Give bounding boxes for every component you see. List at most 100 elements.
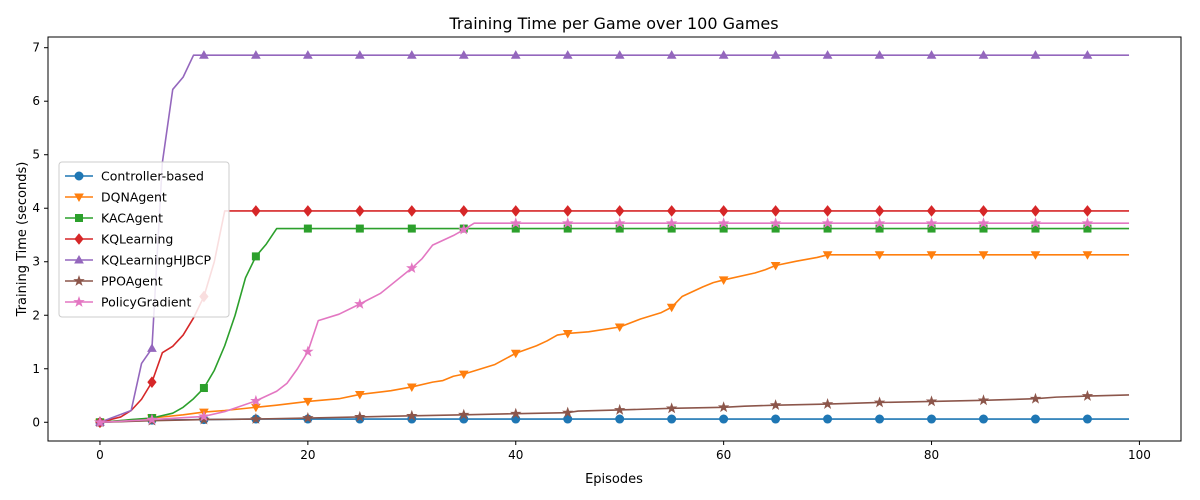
data-point-policygradient xyxy=(821,217,834,229)
legend-item-controller-based: Controller-based xyxy=(65,169,204,184)
legend-item-kacagent: KACAgent xyxy=(65,211,163,226)
data-point-ppoagent xyxy=(613,403,626,415)
data-point-kqlearning xyxy=(407,205,417,217)
series-line-dqnagent xyxy=(99,253,1130,424)
legend-item-policygradient: PolicyGradient xyxy=(65,295,191,310)
data-point-kqlearning xyxy=(615,205,625,217)
data-point-kqlearning xyxy=(978,205,989,217)
y-tick-label: 6 xyxy=(32,94,40,108)
data-point-dqnagent xyxy=(1082,251,1093,260)
data-point-dqnagent xyxy=(874,251,885,260)
data-point-controller-based xyxy=(615,414,625,424)
data-point-dqnagent xyxy=(510,349,521,359)
data-point-ppoagent xyxy=(1081,390,1094,401)
data-point-controller-based xyxy=(1030,414,1040,424)
data-point-kqlearninghjbcp xyxy=(458,50,469,59)
legend-marker xyxy=(73,295,85,307)
data-point-dqnagent xyxy=(251,403,261,413)
x-tick-label: 40 xyxy=(508,448,523,462)
data-point-kqlearninghjbcp xyxy=(822,50,833,59)
data-point-ppoagent xyxy=(717,401,730,413)
data-point-policygradient xyxy=(613,217,626,229)
data-point-policygradient xyxy=(1081,217,1094,229)
data-point-kacagent xyxy=(303,224,312,233)
data-point-controller-based xyxy=(823,414,833,424)
data-point-kqlearning xyxy=(563,205,573,217)
data-point-ppoagent xyxy=(458,408,470,420)
legend-label: DQNAgent xyxy=(101,190,167,205)
data-point-kqlearning xyxy=(511,205,521,217)
x-tick-label: 0 xyxy=(96,448,104,462)
legend-marker xyxy=(74,254,84,264)
data-point-ppoagent xyxy=(925,395,938,407)
data-point-ppoagent xyxy=(873,396,886,408)
data-point-dqnagent xyxy=(926,251,937,260)
x-tick-label: 80 xyxy=(924,448,939,462)
legend-item-kqlearning: KQLearning xyxy=(65,232,173,247)
legend-marker xyxy=(74,193,84,203)
data-point-policygradient xyxy=(769,217,782,229)
legend-item-kqlearninghjbcp: KQLearningHJBCP xyxy=(65,253,211,268)
data-point-kqlearning xyxy=(667,205,677,217)
x-axis-label: Episodes xyxy=(585,472,643,487)
data-point-ppoagent xyxy=(562,406,574,418)
data-point-ppoagent xyxy=(354,410,366,422)
data-point-kqlearninghjbcp xyxy=(147,343,157,352)
data-point-kacagent xyxy=(251,252,260,261)
data-point-controller-based xyxy=(563,414,573,424)
data-point-controller-based xyxy=(979,414,989,424)
series-kqlearning xyxy=(95,205,1130,429)
data-point-controller-based xyxy=(1082,414,1092,424)
series-line-ppoagent xyxy=(99,394,1130,424)
legend-marker xyxy=(74,233,84,245)
series-ppoagent xyxy=(94,390,1130,428)
data-point-controller-based xyxy=(875,414,885,424)
data-point-kqlearning xyxy=(926,205,937,217)
legend: Controller-based DQNAgent KACAgent KQLearni… xyxy=(58,161,230,318)
data-point-policygradient xyxy=(977,217,990,229)
data-point-kqlearning xyxy=(874,205,885,217)
data-point-kqlearninghjbcp xyxy=(199,50,209,59)
data-point-kqlearninghjbcp xyxy=(562,50,573,59)
y-tick-label: 7 xyxy=(32,41,40,55)
data-point-dqnagent xyxy=(614,323,625,333)
data-point-ppoagent xyxy=(510,407,522,419)
data-point-ppoagent xyxy=(302,411,314,423)
data-point-dqnagent xyxy=(406,383,417,392)
chart-title: Training Time per Game over 100 Games xyxy=(448,14,778,33)
data-point-controller-based xyxy=(667,414,677,424)
data-point-policygradient xyxy=(1029,217,1042,229)
data-point-kqlearninghjbcp xyxy=(1030,50,1041,59)
data-point-dqnagent xyxy=(822,251,833,260)
data-point-dqnagent xyxy=(718,276,729,285)
y-tick-label: 5 xyxy=(32,148,40,162)
series-policygradient xyxy=(94,217,1130,428)
data-point-kqlearninghjbcp xyxy=(251,50,261,59)
data-point-kqlearninghjbcp xyxy=(354,50,365,59)
data-point-policygradient xyxy=(510,217,522,229)
legend-label: PPOAgent xyxy=(101,274,163,289)
data-point-kqlearninghjbcp xyxy=(770,50,781,59)
data-point-policygradient xyxy=(873,217,886,229)
data-point-dqnagent xyxy=(1030,251,1041,260)
data-point-policygradient xyxy=(250,394,262,406)
data-point-controller-based xyxy=(771,414,781,424)
plot-frame xyxy=(47,36,1182,442)
y-axis-label: Training Time (seconds) xyxy=(15,162,30,318)
data-point-kqlearninghjbcp xyxy=(926,50,937,59)
data-point-kqlearning xyxy=(355,205,365,217)
data-point-dqnagent xyxy=(770,261,781,271)
data-point-kqlearninghjbcp xyxy=(510,50,521,59)
data-point-kqlearning xyxy=(459,205,469,217)
data-point-dqnagent xyxy=(303,397,313,407)
data-point-kacagent xyxy=(407,224,416,233)
data-point-policygradient xyxy=(562,217,574,229)
legend-item-dqnagent: DQNAgent xyxy=(65,190,167,205)
data-point-ppoagent xyxy=(665,402,678,414)
data-point-controller-based xyxy=(719,414,729,424)
data-point-ppoagent xyxy=(250,413,262,424)
data-point-ppoagent xyxy=(198,413,210,425)
data-point-kqlearning xyxy=(719,205,729,217)
x-tick-label: 60 xyxy=(716,448,731,462)
data-point-policygradient xyxy=(198,410,210,422)
